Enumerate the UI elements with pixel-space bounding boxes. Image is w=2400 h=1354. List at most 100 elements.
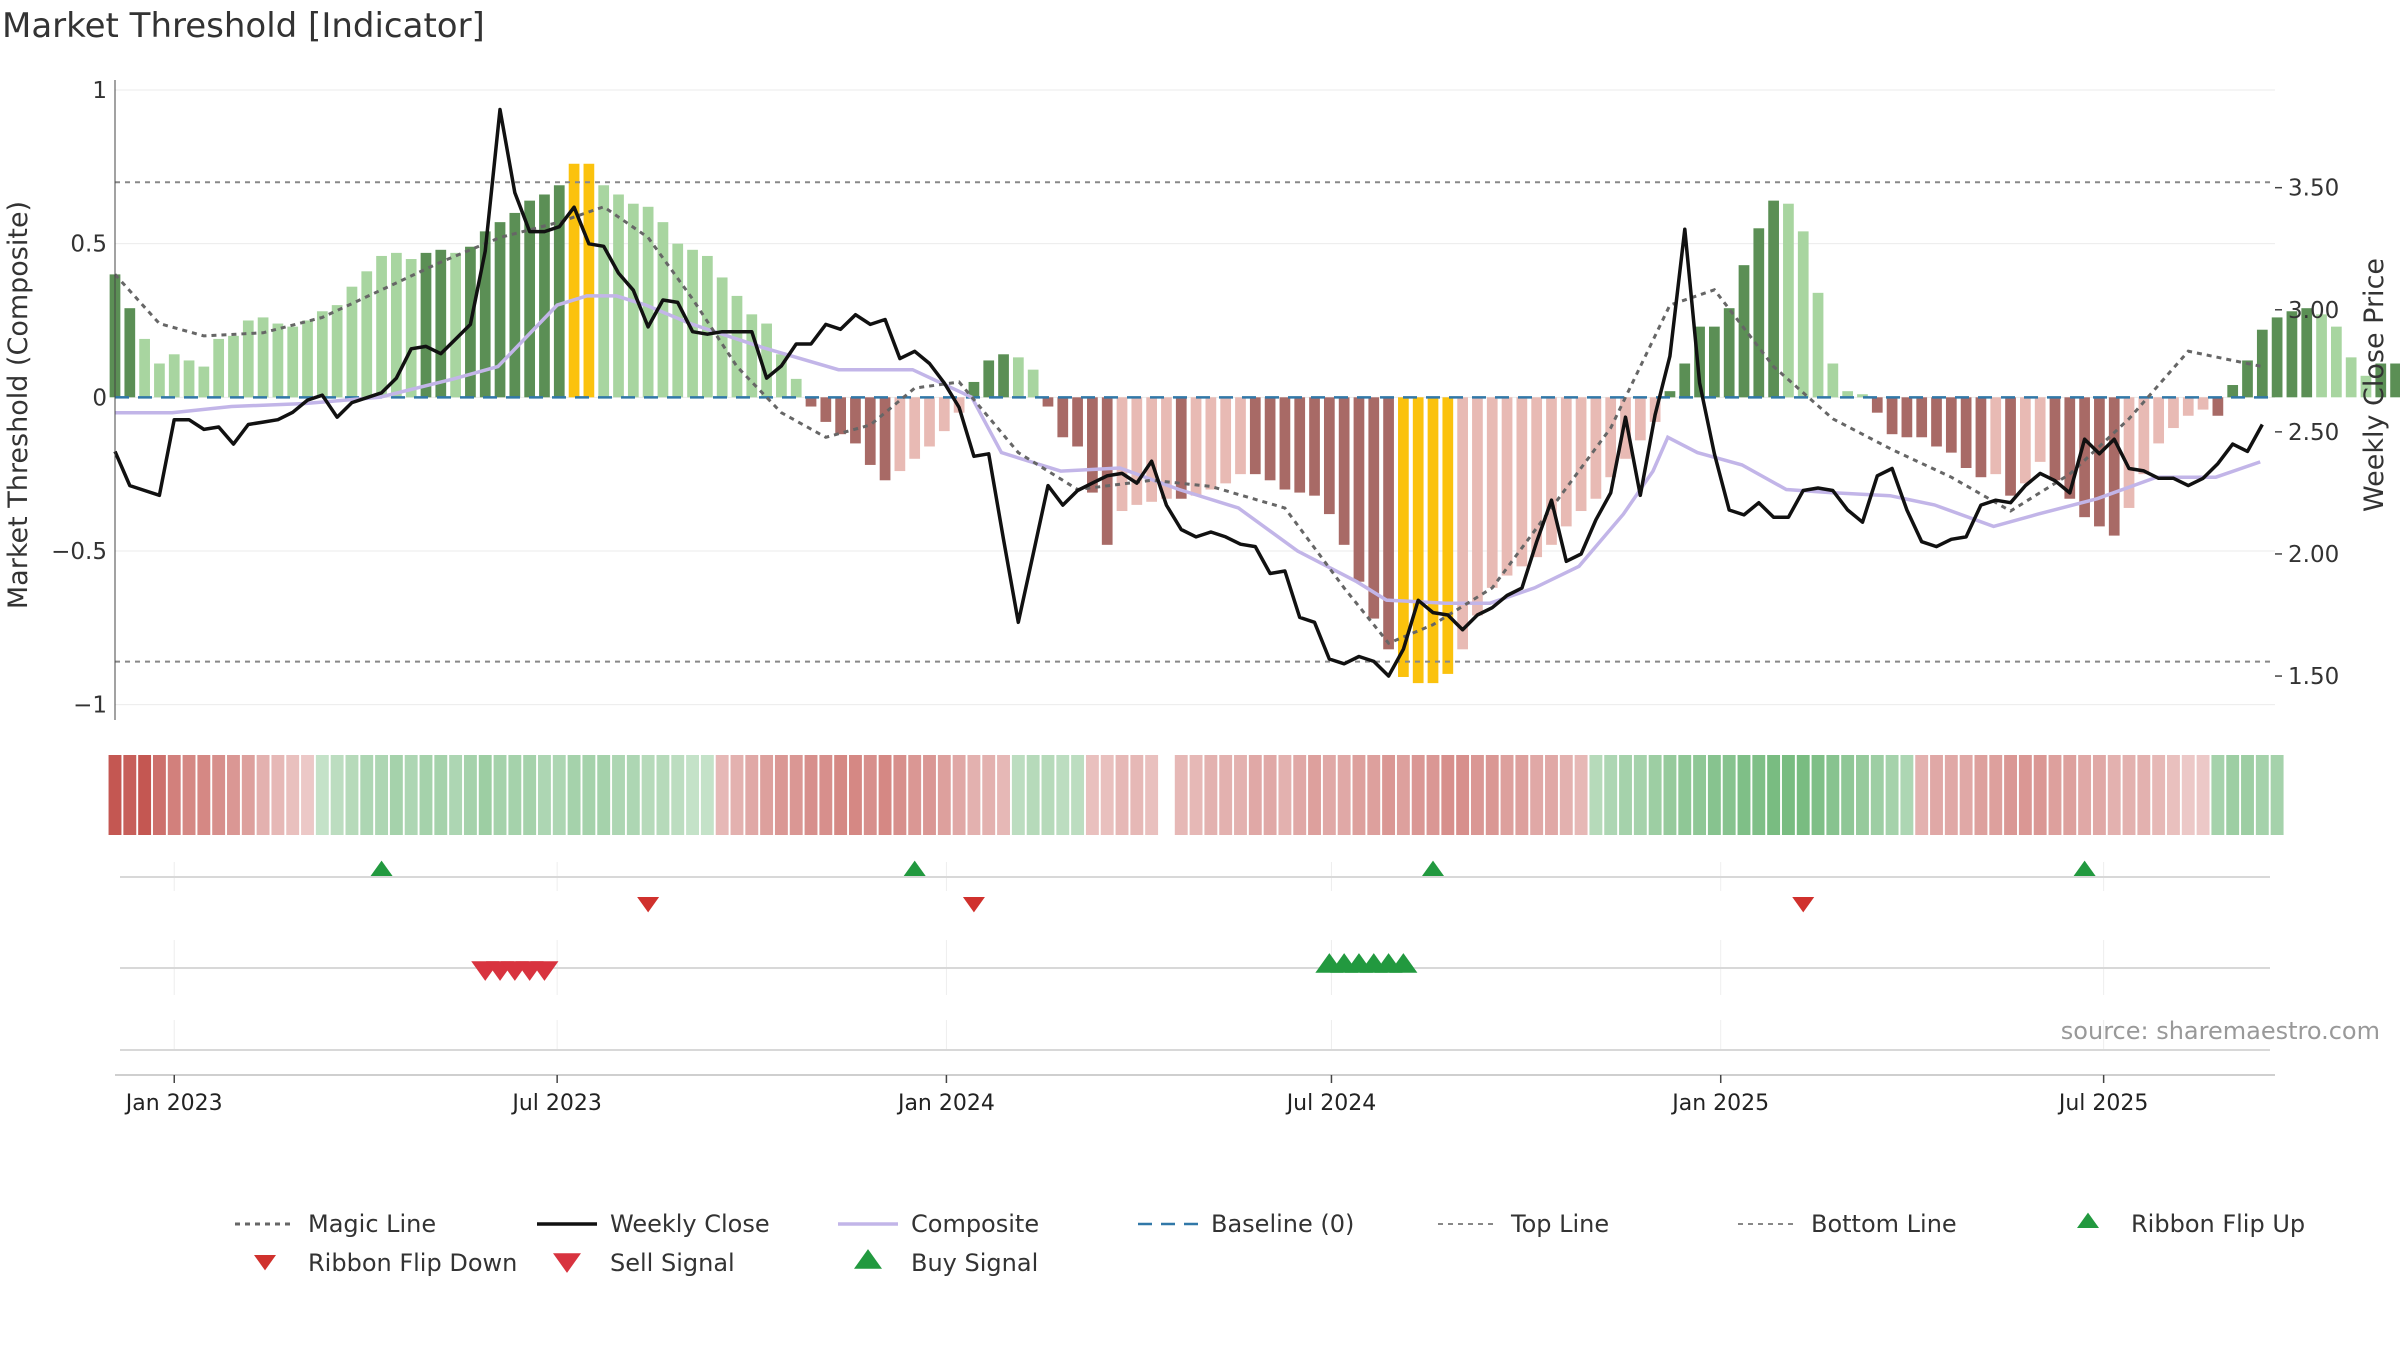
ribbon-cell xyxy=(2255,755,2269,835)
ribbon-cell xyxy=(2063,755,2077,835)
composite-bar xyxy=(1442,397,1454,674)
weekly-close-line xyxy=(113,107,2264,678)
ribbon-cell xyxy=(1559,755,1573,835)
composite-bar xyxy=(1901,397,1913,438)
ribbon-cell xyxy=(789,755,803,835)
composite-bar xyxy=(731,295,743,398)
ribbon-cell xyxy=(2018,755,2032,835)
ribbon-cell xyxy=(1322,755,1336,835)
ribbon-flip-down-marker xyxy=(962,896,985,913)
ribbon-cell xyxy=(1026,755,1040,835)
x-tick-label: Jul 2023 xyxy=(510,1091,602,1116)
composite-bar xyxy=(1945,397,1957,453)
ribbon-cell xyxy=(1293,755,1307,835)
ribbon-cell xyxy=(2033,755,2047,835)
composite-bar xyxy=(998,354,1009,398)
ribbon-cell xyxy=(1515,755,1529,835)
composite-bar xyxy=(1146,397,1157,502)
composite-bar xyxy=(1768,200,1779,398)
composite-bar xyxy=(2390,363,2400,398)
ribbon-cell xyxy=(1234,755,1247,835)
composite-bar xyxy=(1842,391,1854,398)
composite-bar xyxy=(2375,363,2387,398)
ribbon-cell xyxy=(2152,755,2166,835)
ribbon-cell xyxy=(982,755,996,835)
composite-bar xyxy=(1116,397,1128,512)
axes: 1 0.5 0 −0.5 −1 3.50 3.00 2.50 2.00 1.50 Market Th… xyxy=(3,78,2390,1116)
composite-bar xyxy=(1931,397,1942,447)
composite-bar xyxy=(2316,314,2327,398)
ribbon-flip-down-marker xyxy=(637,896,660,913)
ribbon-cell xyxy=(967,755,981,835)
magic-line xyxy=(113,205,2263,646)
ribbon-cell xyxy=(1115,755,1129,835)
ribbon-cell xyxy=(1071,755,1085,835)
composite-line xyxy=(115,294,2261,605)
composite-bar xyxy=(139,338,150,398)
ribbon-cell xyxy=(700,755,714,835)
ribbon-cell xyxy=(1174,755,1188,835)
composite-bar xyxy=(568,163,580,398)
ribbon-cell xyxy=(1678,755,1692,835)
composite-bar xyxy=(242,320,254,398)
composite-bar xyxy=(1812,292,1824,398)
composite-bar xyxy=(2034,397,2046,462)
composite-bar xyxy=(1753,228,1765,398)
ribbon-flip-up-marker xyxy=(2073,860,2096,877)
ribbon-cell xyxy=(1944,755,1958,835)
composite-bar xyxy=(1634,397,1646,441)
composite-bar xyxy=(228,335,239,398)
ribbon-cell xyxy=(863,755,877,835)
composite-bar xyxy=(1398,397,1409,677)
ribbon-cell xyxy=(286,755,300,835)
ribbon-cell xyxy=(508,755,522,835)
ribbon-cell xyxy=(1278,755,1292,835)
composite-bar xyxy=(479,231,491,398)
ribbon-cell xyxy=(1707,755,1721,835)
composite-bar xyxy=(1042,397,1054,407)
composite-bar xyxy=(1797,231,1809,398)
ribbon-cell xyxy=(360,755,374,835)
composite-bar xyxy=(1249,397,1261,475)
ribbon-cell xyxy=(1352,755,1366,835)
y-tick-label: 0 xyxy=(92,385,107,411)
ribbon-cell xyxy=(301,755,314,835)
ribbon-cell xyxy=(463,755,477,835)
composite-bar xyxy=(1057,397,1069,438)
ribbon-cell xyxy=(1767,755,1781,835)
buy-signal-marker xyxy=(1389,953,1418,973)
composite-bar xyxy=(657,222,669,398)
ribbon-cell xyxy=(1959,755,1973,835)
legend-item-top: Top Line xyxy=(1438,1210,1609,1238)
ribbon-cell xyxy=(152,755,166,835)
composite-bar xyxy=(1546,397,1557,545)
ribbon-cell xyxy=(345,755,359,835)
composite-bar xyxy=(1990,397,2002,475)
ribbon-cell xyxy=(656,755,670,835)
composite-bar xyxy=(1516,397,1528,567)
legend-label: Buy Signal xyxy=(911,1249,1038,1277)
legend-label: Sell Signal xyxy=(610,1249,735,1277)
y-tick-label: −0.5 xyxy=(51,539,107,565)
ribbon-cell xyxy=(1604,755,1618,835)
y2-tick-label: 2.50 xyxy=(2288,420,2339,446)
ribbon-cell xyxy=(1396,755,1410,835)
legend-item-baseline: Baseline (0) xyxy=(1138,1210,1354,1238)
ribbon-cell xyxy=(715,755,729,835)
ribbon-cell xyxy=(2270,755,2284,835)
composite-bar xyxy=(2064,397,2076,499)
ribbon-cell xyxy=(1885,755,1899,835)
ribbon-cell xyxy=(819,755,833,835)
composite-bar xyxy=(909,397,921,459)
ribbon-cell xyxy=(212,755,226,835)
ribbon-cell xyxy=(478,755,492,835)
ribbon-cell xyxy=(1263,755,1277,835)
composite-bar xyxy=(2019,397,2031,484)
sell-signal-marker xyxy=(530,961,559,981)
ribbon-cell xyxy=(1633,755,1647,835)
composite-bar xyxy=(154,363,165,398)
ribbon-cell xyxy=(893,755,907,835)
series-lines xyxy=(113,107,2275,678)
composite-bar xyxy=(1175,397,1187,499)
